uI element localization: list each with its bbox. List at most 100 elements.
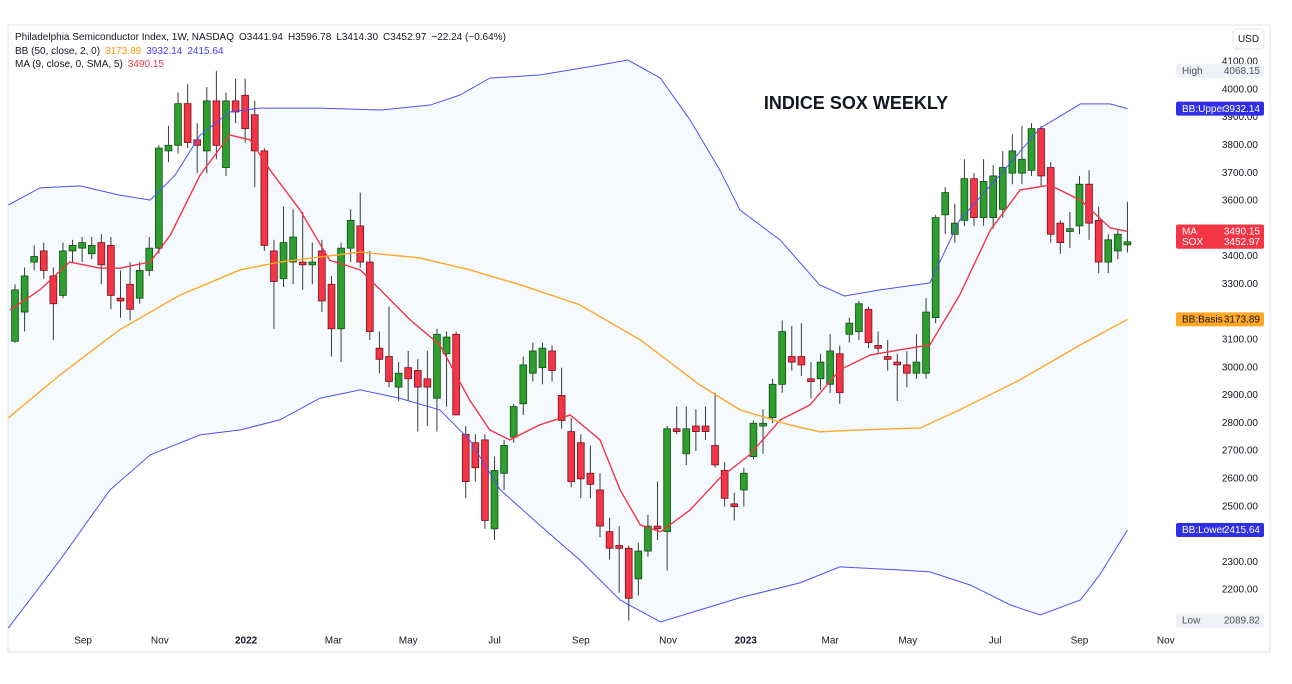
- high-badge-name: High: [1182, 66, 1203, 77]
- y-tick-label: 2200.00: [1222, 585, 1259, 596]
- y-tick-label: 2500.00: [1222, 501, 1259, 512]
- candle-body: [682, 428, 691, 455]
- candle-body: [327, 283, 336, 330]
- indicator-line: [8, 59, 1128, 297]
- x-tick-label: Mar: [325, 636, 343, 647]
- candle-body: [107, 244, 115, 296]
- candle-body: [903, 364, 911, 374]
- legend-text: 2415.64: [187, 45, 224, 57]
- candle-body: [442, 336, 451, 355]
- candle-body: [548, 350, 556, 371]
- candle-body: [519, 364, 528, 405]
- last-badge-name: SOX: [1182, 237, 1203, 248]
- candle-body: [68, 244, 77, 252]
- y-tick-label: 2700.00: [1222, 446, 1259, 457]
- candle-body: [912, 361, 921, 374]
- legend-text: 3490.15: [127, 59, 164, 70]
- candle-body: [883, 356, 892, 360]
- candle-body: [183, 103, 192, 143]
- indicator-line: [8, 251, 1128, 433]
- candle-body: [202, 100, 211, 152]
- candle-body: [557, 395, 566, 421]
- line-badge-value: 3932.14: [1224, 104, 1261, 115]
- candle-body: [375, 347, 384, 360]
- candle-body: [49, 275, 58, 305]
- x-tick-label: Sep: [1071, 636, 1089, 647]
- candle-body: [413, 370, 422, 388]
- candle-body: [155, 147, 163, 249]
- line-badge: [1176, 523, 1264, 538]
- candle-body: [78, 242, 86, 249]
- candle-body: [1027, 128, 1036, 171]
- candle-body: [730, 503, 739, 508]
- candle-body: [768, 383, 777, 419]
- candle-body: [663, 428, 671, 533]
- candle-body: [701, 425, 710, 432]
- line-badge-name: MA: [1182, 227, 1197, 238]
- candle-body: [998, 167, 1007, 210]
- candle-body: [20, 275, 29, 313]
- legend-text: O3441.94: [239, 32, 283, 43]
- candle-body: [855, 303, 863, 332]
- candle-body: [231, 100, 240, 113]
- currency-label[interactable]: USD: [1238, 34, 1259, 45]
- candle-body: [711, 445, 719, 466]
- y-tick-label: 2800.00: [1222, 418, 1259, 429]
- legend-text: 3173.89: [105, 45, 142, 57]
- candle-body: [289, 236, 297, 263]
- legend: Philadelphia Semiconductor Index, 1W, NA…: [15, 31, 506, 72]
- x-tick-label: Sep: [572, 636, 590, 647]
- candle-body: [318, 250, 326, 302]
- candle-body: [845, 322, 854, 335]
- candle-body: [59, 250, 67, 296]
- candle-body: [653, 525, 662, 530]
- candle-body: [385, 356, 393, 382]
- candle-body: [644, 525, 652, 552]
- candle-body: [135, 269, 144, 299]
- candle-body: [30, 256, 38, 263]
- candle-body: [39, 250, 48, 271]
- high-badge: [1176, 63, 1264, 78]
- legend-row: MA (9, close, 0, SMA, 5) 3490.15: [15, 58, 506, 72]
- candle-body: [826, 350, 834, 385]
- last-badge-value: 3452.97: [1224, 237, 1261, 248]
- band-fill: [8, 60, 1128, 629]
- candle-body: [740, 472, 748, 491]
- y-tick-label: 3900.00: [1222, 112, 1259, 123]
- x-tick-label: Jul: [488, 636, 501, 647]
- candle-body: [164, 144, 173, 152]
- candle-body: [874, 345, 882, 349]
- candle-body: [605, 531, 614, 549]
- candle-body: [816, 361, 825, 380]
- indicator-line: [8, 389, 1128, 629]
- legend-text: C3452.97: [383, 32, 427, 43]
- candle-body: [615, 545, 623, 549]
- y-tick-label: 3000.00: [1222, 362, 1259, 373]
- x-tick-label: Sep: [74, 636, 92, 647]
- candle-body: [461, 433, 470, 482]
- candle-body: [471, 442, 480, 469]
- line-badge-value: 2415.64: [1224, 525, 1261, 536]
- x-tick-label: Jul: [989, 636, 1002, 647]
- candle-body: [1066, 228, 1074, 232]
- y-tick-label: 2600.00: [1222, 473, 1259, 484]
- candle-body: [1094, 219, 1103, 263]
- y-tick-label: 3300.00: [1222, 279, 1259, 290]
- candle-body: [250, 114, 259, 152]
- legend-text: BB (50, close, 2, 0): [15, 45, 101, 57]
- x-tick-label: 2022: [235, 636, 258, 647]
- candle-body: [97, 242, 106, 266]
- candle-body: [692, 425, 700, 432]
- candle-body: [337, 247, 345, 330]
- currency-button[interactable]: [1232, 28, 1265, 50]
- candle-body: [260, 150, 269, 246]
- x-tick-label: May: [399, 636, 418, 647]
- legend-text: MA (9, close, 0, SMA, 5): [15, 59, 123, 70]
- chart-title: INDICE SOX WEEKLY: [764, 93, 948, 113]
- candle-body: [1008, 150, 1017, 174]
- legend-text: −22.24 (−0.64%): [431, 32, 506, 43]
- candle-body: [749, 422, 758, 457]
- candle-body: [864, 308, 873, 344]
